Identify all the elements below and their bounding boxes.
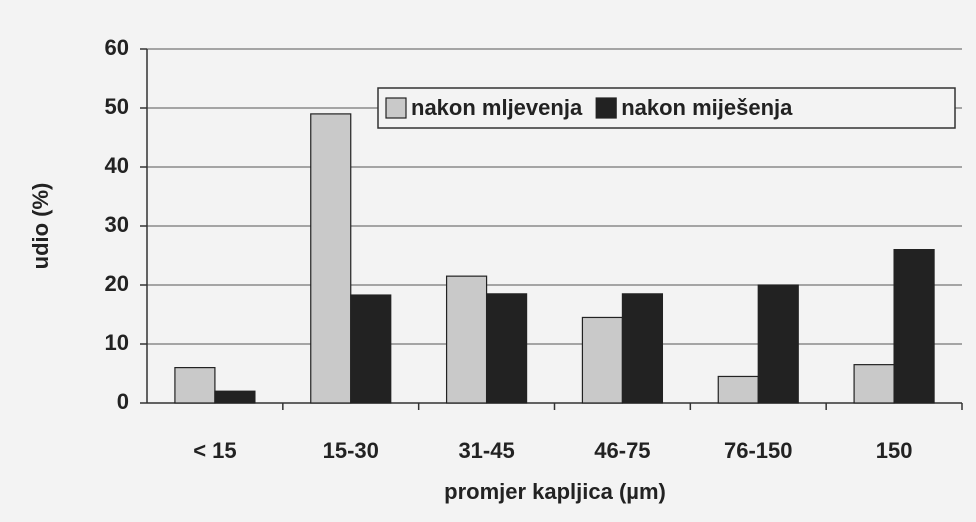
bar (350, 294, 392, 404)
bar (621, 293, 664, 404)
y-tick-label: 60 (105, 35, 129, 60)
bar (757, 284, 799, 404)
legend-box (377, 87, 956, 129)
x-tick-label: < 15 (193, 438, 236, 463)
x-axis-label: promjer kapljica (µm) (444, 479, 666, 504)
x-tick-label: 150 (876, 438, 913, 463)
bar (485, 293, 528, 404)
y-tick-label: 10 (105, 330, 129, 355)
bar (214, 390, 256, 404)
bar (717, 375, 759, 404)
bar (310, 113, 352, 404)
y-tick-label: 50 (105, 94, 129, 119)
x-tick-label: 46-75 (594, 438, 650, 463)
bar (893, 249, 935, 404)
bar (581, 316, 624, 404)
y-tick-label: 0 (117, 389, 129, 414)
bar (853, 364, 895, 404)
y-axis-label: udio (%) (28, 183, 53, 270)
bar (445, 275, 488, 404)
x-tick-label: 76-150 (724, 438, 793, 463)
legend-label: nakon mljevenja (411, 95, 583, 120)
x-tick-label: 15-30 (323, 438, 379, 463)
y-tick-label: 40 (105, 153, 129, 178)
x-tick-label: 31-45 (458, 438, 514, 463)
legend-label: nakon miješenja (621, 95, 793, 120)
y-tick-label: 30 (105, 212, 129, 237)
y-tick-label: 20 (105, 271, 129, 296)
legend-swatch (385, 97, 407, 119)
legend-swatch (595, 97, 617, 119)
bar (174, 367, 216, 404)
